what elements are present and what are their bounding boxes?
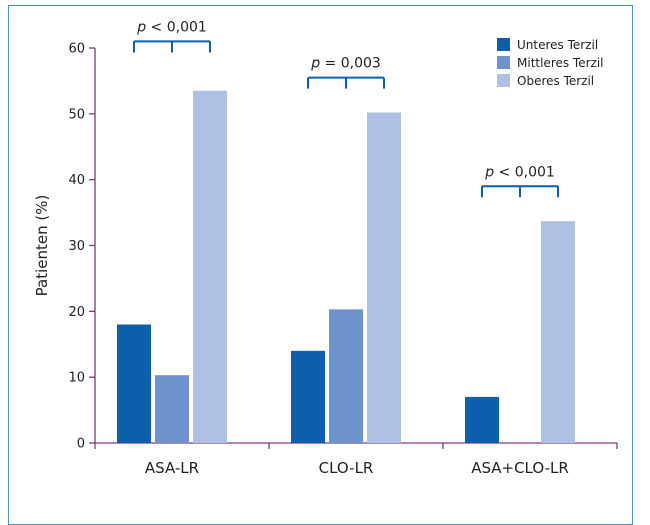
bar (465, 396, 499, 443)
p-value-label: p < 0,001 (484, 164, 555, 180)
y-tick-label: 50 (68, 107, 85, 122)
legend-swatch (497, 56, 510, 69)
x-category-label: ASA-LR (145, 459, 199, 477)
legend-label: Mittleres Terzil (517, 56, 604, 70)
y-tick-label: 0 (77, 437, 85, 452)
y-tick-label: 10 (68, 371, 85, 386)
x-category-label: CLO-LR (319, 459, 374, 477)
p-value-label: p = 0,003 (310, 56, 381, 72)
legend-label: Oberes Terzil (517, 74, 594, 88)
significance-bracket (307, 76, 385, 89)
bar-chart: 0 10 20 30 40 50 60 Patienten (%) ASA-LR CLO-LR AS… (33, 19, 618, 477)
legend-label: Unteres Terzil (517, 38, 598, 52)
legend-swatch (497, 38, 510, 51)
significance-bracket (133, 40, 211, 53)
bar (329, 309, 363, 443)
bar (291, 350, 325, 443)
bar (541, 221, 575, 443)
y-tick-label: 20 (68, 305, 85, 320)
bar (193, 90, 227, 444)
legend-swatch (497, 74, 510, 87)
bar (117, 324, 151, 443)
x-category-label: ASA+CLO-LR (471, 459, 569, 477)
y-tick-label: 60 (68, 42, 85, 57)
p-value-label: p < 0,001 (136, 19, 207, 35)
bar (155, 375, 189, 443)
y-tick-label: 30 (68, 239, 85, 254)
significance-bracket (481, 185, 559, 198)
bar (367, 112, 401, 444)
y-axis-label: Patienten (%) (33, 195, 51, 297)
y-tick-label: 40 (68, 173, 85, 188)
